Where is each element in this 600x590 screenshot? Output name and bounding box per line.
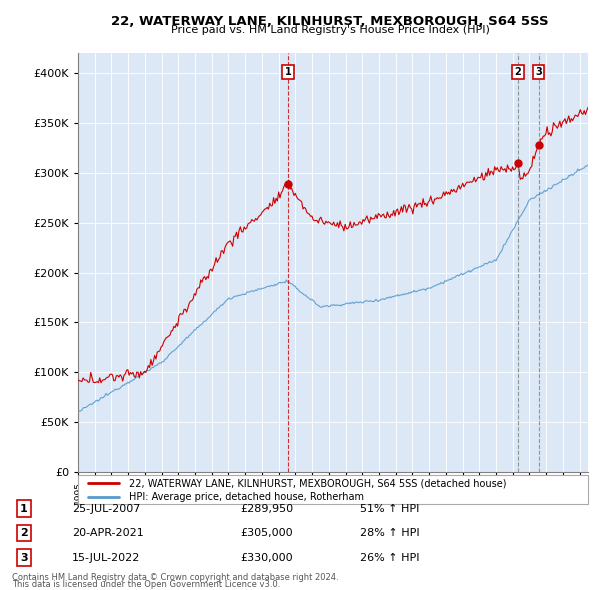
Text: 3: 3 (535, 67, 542, 77)
Text: 26% ↑ HPI: 26% ↑ HPI (360, 553, 419, 562)
FancyBboxPatch shape (78, 475, 588, 504)
Text: 25-JUL-2007: 25-JUL-2007 (72, 504, 140, 513)
Text: 15-JUL-2022: 15-JUL-2022 (72, 553, 140, 562)
Text: 22, WATERWAY LANE, KILNHURST, MEXBOROUGH, S64 5SS: 22, WATERWAY LANE, KILNHURST, MEXBOROUGH… (111, 15, 549, 28)
Text: 51% ↑ HPI: 51% ↑ HPI (360, 504, 419, 513)
Text: HPI: Average price, detached house, Rotherham: HPI: Average price, detached house, Roth… (129, 492, 364, 502)
Text: 2: 2 (20, 528, 28, 537)
Text: 1: 1 (284, 67, 292, 77)
Text: 28% ↑ HPI: 28% ↑ HPI (360, 528, 419, 537)
Text: £330,000: £330,000 (240, 553, 293, 562)
Text: Contains HM Land Registry data © Crown copyright and database right 2024.: Contains HM Land Registry data © Crown c… (12, 572, 338, 582)
Text: 2: 2 (514, 67, 521, 77)
Text: 3: 3 (20, 553, 28, 562)
Text: 20-APR-2021: 20-APR-2021 (72, 528, 144, 537)
Text: 1: 1 (20, 504, 28, 513)
Text: £289,950: £289,950 (240, 504, 293, 513)
Text: 22, WATERWAY LANE, KILNHURST, MEXBOROUGH, S64 5SS (detached house): 22, WATERWAY LANE, KILNHURST, MEXBOROUGH… (129, 478, 506, 488)
Text: £305,000: £305,000 (240, 528, 293, 537)
Text: This data is licensed under the Open Government Licence v3.0.: This data is licensed under the Open Gov… (12, 579, 280, 589)
Text: Price paid vs. HM Land Registry's House Price Index (HPI): Price paid vs. HM Land Registry's House … (170, 25, 490, 35)
